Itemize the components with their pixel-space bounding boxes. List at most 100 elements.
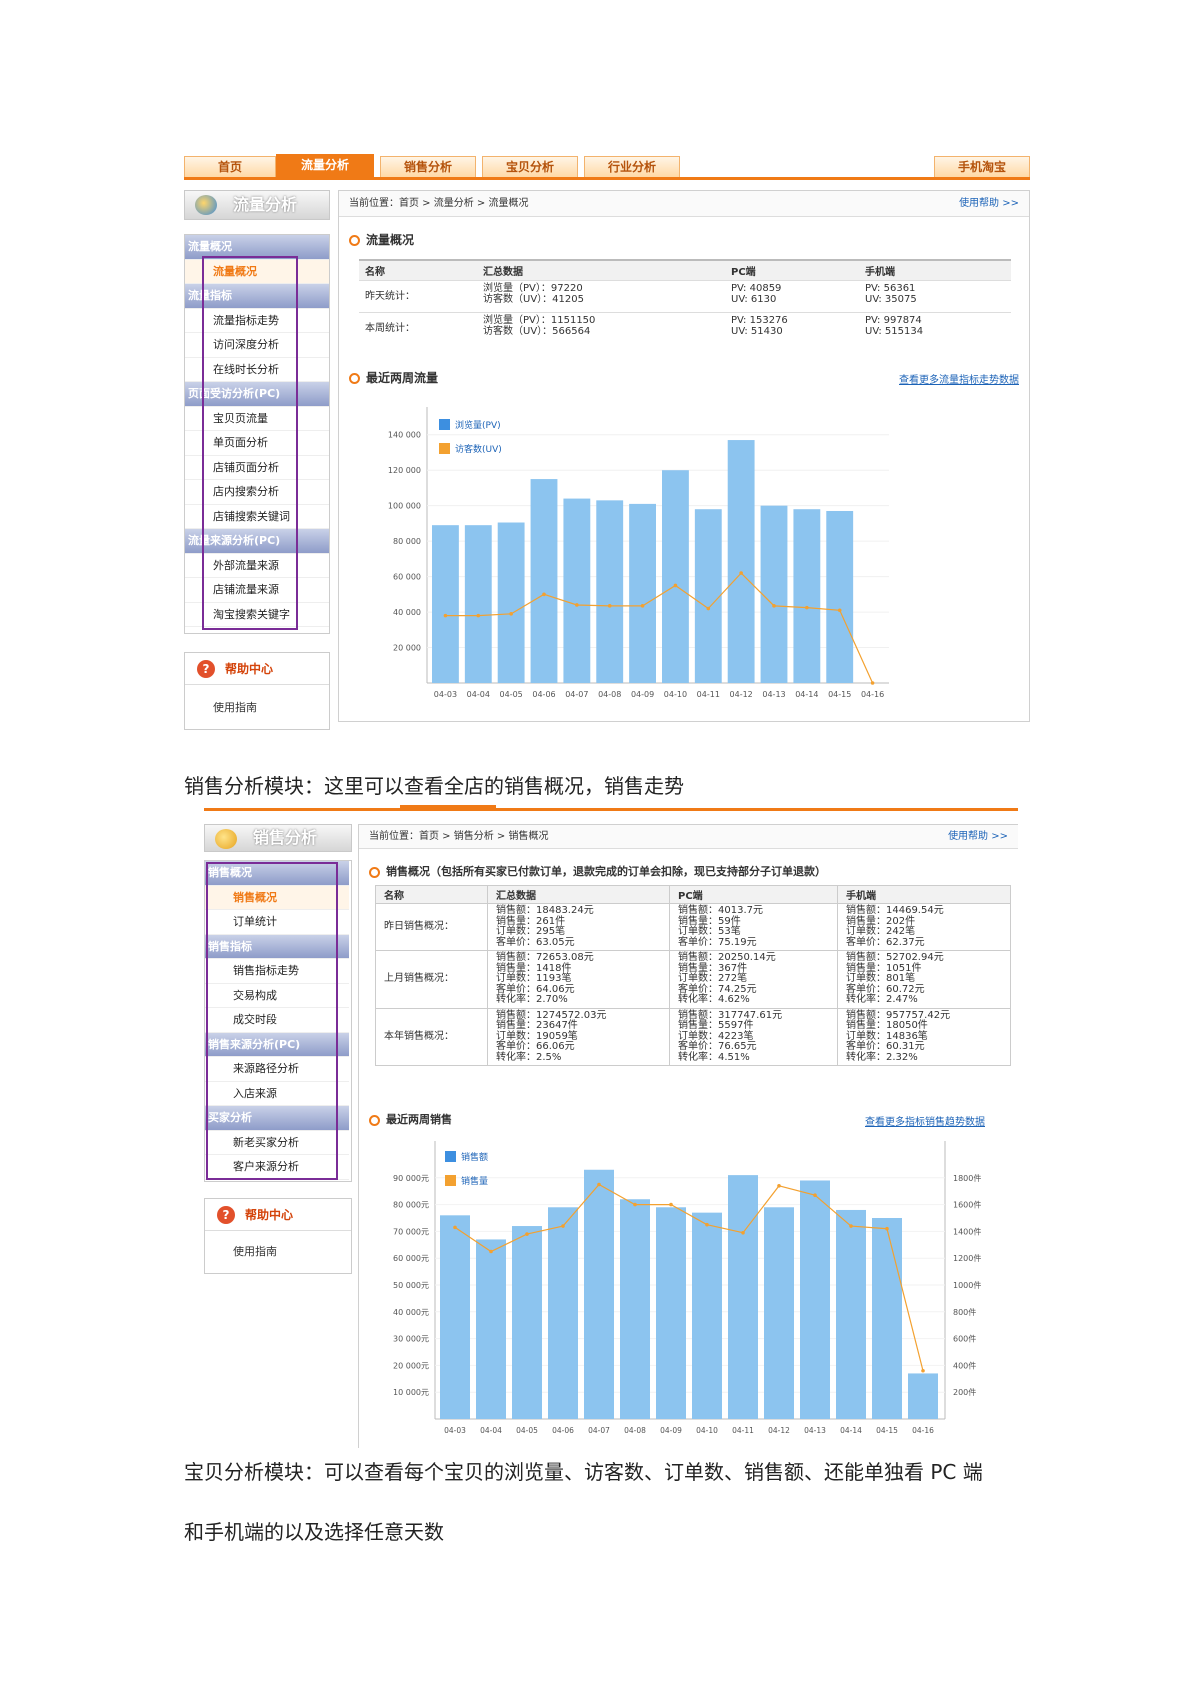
sidebar-item[interactable]: 订单统计: [205, 910, 349, 935]
line-point: [453, 1225, 457, 1230]
x-tick-label: 04-08: [624, 1426, 646, 1435]
nav-tab-home[interactable]: 首页: [184, 156, 276, 177]
sidebar-group[interactable]: 买家分析: [205, 1106, 349, 1131]
sidebar-item[interactable]: 新老买家分析: [205, 1131, 349, 1155]
sidebar-group[interactable]: 流量概况: [185, 235, 329, 260]
sidebar-item[interactable]: 入店来源: [205, 1082, 349, 1106]
x-tick-label: 04-13: [762, 690, 785, 699]
line-point: [813, 1193, 817, 1198]
sidebar-item[interactable]: 在线时长分析: [185, 358, 329, 382]
y-tick-label-left: 60 000元: [393, 1254, 429, 1263]
y-tick-label: 140 000: [388, 431, 421, 440]
line-point: [489, 1249, 493, 1254]
help-guide-link[interactable]: 使用指南: [233, 1245, 277, 1258]
sidebar-item[interactable]: 店铺搜索关键词: [185, 505, 329, 529]
nav-tab-sales[interactable]: 销售分析: [380, 156, 476, 177]
table-row: 昨日销售概况： 销售额：18483.24元 销售量：261件 订单数：295笔 客单价：…: [375, 903, 1011, 951]
line-point: [739, 571, 743, 575]
x-tick-label: 04-06: [552, 1426, 574, 1435]
table-row: 昨天统计： 浏览量（PV）：97220 访客数（UV）：41205 PV: 408…: [359, 279, 1011, 312]
sidebar-group[interactable]: 流量来源分析(PC): [185, 529, 329, 554]
cell-line: PV: 40859: [731, 282, 782, 294]
paragraph-sales: 销售分析模块：这里可以查看全店的销售概况，销售走势: [184, 774, 684, 798]
breadcrumb: 当前位置：首页 > 流量分析 > 流量概况 使用帮助 >>: [339, 191, 1029, 217]
help-center: ? 帮助中心 使用指南: [184, 652, 330, 730]
line-point: [669, 1202, 673, 1207]
chart-more-link[interactable]: 查看更多指标销售趋势数据: [865, 1117, 985, 1128]
y-tick-label-right: 1600件: [953, 1200, 981, 1210]
x-tick-label: 04-09: [631, 690, 654, 699]
sidebar-item[interactable]: 成交时段: [205, 1008, 349, 1033]
top-nav: 首页 流量分析 销售分析 宝贝分析 行业分析 手机淘宝: [184, 152, 1030, 180]
cell-line: 销售额：18483.24元: [496, 905, 594, 916]
sidebar-item[interactable]: 店铺页面分析: [185, 456, 329, 480]
sidebar-item[interactable]: 单页面分析: [185, 431, 329, 456]
help-link[interactable]: 使用帮助 >>: [948, 831, 1008, 842]
x-tick-label: 04-04: [480, 1426, 502, 1435]
side-title-text: 销售分析: [253, 828, 318, 847]
y-tick-label-left: 90 000元: [393, 1174, 429, 1183]
chart-more-link[interactable]: 查看更多流量指标走势数据: [899, 375, 1019, 386]
highlight-box: [202, 256, 298, 630]
table-header: 名称 汇总数据 PC端 手机端: [375, 885, 1011, 904]
sidebar-item[interactable]: 流量指标走势: [185, 309, 329, 333]
nav-tab-traffic[interactable]: 流量分析: [276, 154, 374, 177]
y-tick-label-right: 1400件: [953, 1226, 981, 1236]
help-link[interactable]: 使用帮助 >>: [959, 198, 1019, 209]
cell-line: 客单价：66.06元: [496, 1041, 575, 1052]
help-title-text: 帮助中心: [245, 1208, 294, 1222]
bar: [629, 503, 656, 683]
cell-line: 客单价：62.37元: [846, 936, 925, 948]
table-row: 本周统计： 浏览量（PV）：1151150 访客数（UV）：566564 PV: …: [359, 311, 1011, 344]
cell-line: 订单数：242笔: [846, 926, 916, 937]
cell-line: 销售量：202件: [846, 915, 916, 927]
cell-line: 客单价：76.65元: [678, 1041, 757, 1052]
cell-line: PV: 153276: [731, 314, 788, 326]
nav-tab-mobile[interactable]: 手机淘宝: [934, 156, 1030, 177]
nav-tab-items[interactable]: 宝贝分析: [482, 156, 578, 177]
cell-line: 销售量：367件: [678, 962, 748, 974]
cell-line: 订单数：53笔: [678, 926, 741, 937]
sidebar-group[interactable]: 销售概况: [205, 861, 349, 886]
line-point: [885, 1226, 889, 1231]
x-tick-label: 04-05: [516, 1426, 538, 1435]
sidebar-group[interactable]: 流量指标: [185, 284, 329, 309]
cell-line: UV: 515134: [865, 325, 924, 337]
sidebar-group[interactable]: 页面受访分析(PC): [185, 382, 329, 407]
cell-line: 浏览量（PV）：97220: [483, 282, 583, 294]
y-tick-label: 120 000: [388, 466, 421, 475]
sidebar-item[interactable]: 访问深度分析: [185, 333, 329, 358]
cell-line: 销售量：18050件: [846, 1020, 928, 1031]
sidebar-item[interactable]: 交易构成: [205, 984, 349, 1008]
sidebar-item[interactable]: 外部流量来源: [185, 554, 329, 578]
sidebar-item[interactable]: 销售概况: [205, 885, 349, 910]
sidebar-item[interactable]: 店内搜索分析: [185, 480, 329, 505]
sidebar-item[interactable]: 店铺流量来源: [185, 578, 329, 603]
main-panel: 当前位置：首页 > 销售分析 > 销售概况 使用帮助 >> 销售概况（包括所有买…: [358, 824, 1018, 1448]
top-orange-line: [204, 808, 1018, 811]
coins-icon: [215, 829, 237, 849]
sidebar-item[interactable]: 宝贝页流量: [185, 407, 329, 431]
sidebar: 销售概况 销售概况 订单统计 销售指标 销售指标走势 交易构成 成交时段 销售来源分析(PC)…: [204, 860, 352, 1182]
cell-line: 销售量：59件: [678, 915, 741, 927]
legend-label-qty: 销售量: [461, 1175, 488, 1187]
breadcrumb: 当前位置：首页 > 销售分析 > 销售概况 使用帮助 >>: [359, 825, 1018, 849]
nav-tab-industry[interactable]: 行业分析: [584, 156, 680, 177]
legend-swatch-amount: [445, 1151, 456, 1162]
sidebar-group[interactable]: 销售指标: [205, 934, 349, 959]
cell-line: 访客数（UV）：566564: [483, 325, 591, 337]
table-header: 名称 汇总数据 PC端 手机端: [359, 259, 1011, 280]
bar: [497, 522, 525, 683]
sidebar-group[interactable]: 销售来源分析(PC): [205, 1032, 349, 1057]
sidebar-item[interactable]: 销售指标走势: [205, 959, 349, 984]
line-point: [633, 1202, 637, 1207]
sidebar-item[interactable]: 流量概况: [185, 259, 329, 284]
help-guide-link[interactable]: 使用指南: [213, 701, 257, 714]
bar: [760, 505, 788, 683]
bar: [800, 1180, 830, 1419]
x-tick-label: 04-15: [876, 1426, 898, 1435]
line-point: [597, 1182, 601, 1187]
sidebar-item[interactable]: 来源路径分析: [205, 1057, 349, 1082]
col-pc: PC端: [669, 885, 838, 904]
sidebar-item[interactable]: 淘宝搜索关键字: [185, 603, 329, 627]
